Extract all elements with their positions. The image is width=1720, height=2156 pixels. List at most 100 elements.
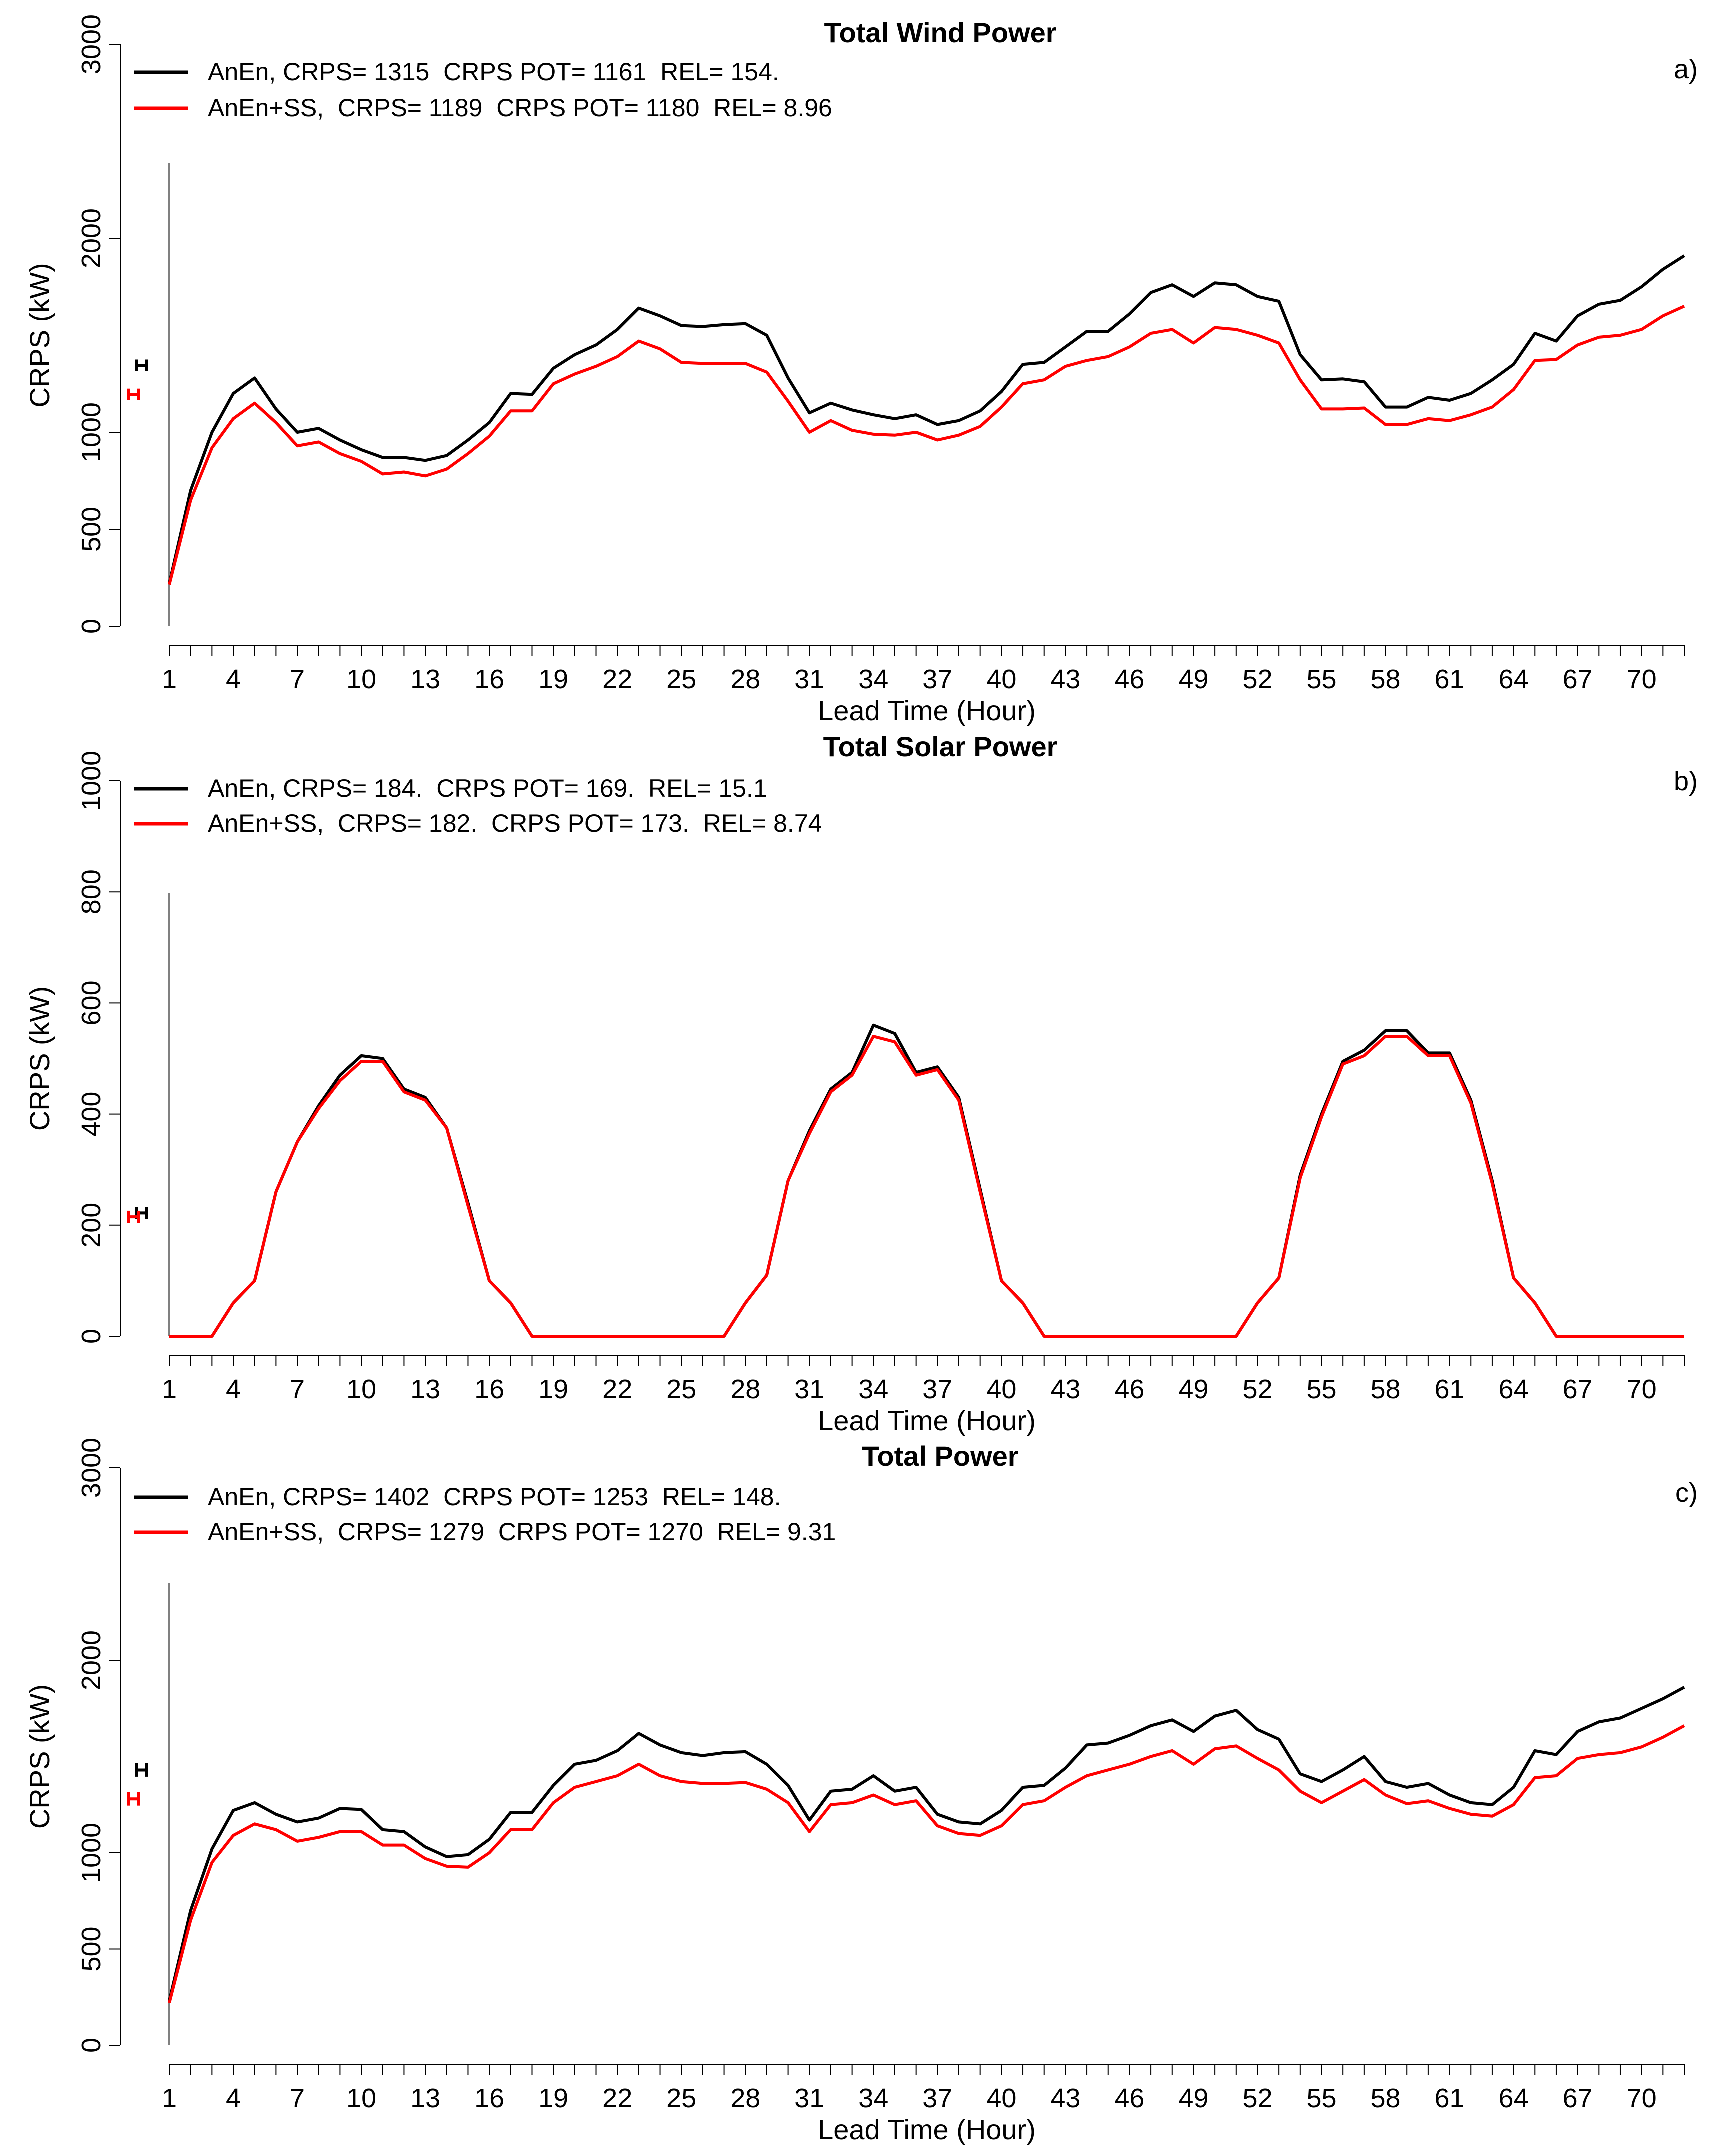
x-tick-label: 13 xyxy=(410,2083,440,2113)
x-tick-label: 64 xyxy=(1499,2083,1529,2113)
x-tick-label: 49 xyxy=(1178,1374,1208,1404)
x-tick-label: 49 xyxy=(1178,2083,1208,2113)
x-tick-label: 58 xyxy=(1370,2083,1400,2113)
x-tick-label: 61 xyxy=(1435,664,1465,694)
error-bar xyxy=(127,1792,140,1806)
x-tick-label: 31 xyxy=(794,2083,824,2113)
error-bar xyxy=(135,359,148,371)
y-axis-label: CRPS (kW) xyxy=(24,1684,55,1829)
x-tick-label: 16 xyxy=(474,1374,504,1404)
x-tick-label: 28 xyxy=(730,1374,760,1404)
error-bar xyxy=(127,388,140,400)
x-axis-label: Lead Time (Hour) xyxy=(818,1405,1036,1436)
y-tick-label: 400 xyxy=(76,1092,106,1137)
y-tick-label: 1000 xyxy=(76,751,106,811)
x-tick-label: 13 xyxy=(410,664,440,694)
x-tick-label: 52 xyxy=(1242,664,1272,694)
y-tick-label: 2000 xyxy=(76,1630,106,1690)
series-line xyxy=(168,254,1685,584)
x-tick-label: 43 xyxy=(1050,664,1080,694)
y-tick-label: 600 xyxy=(76,980,106,1025)
x-tick-label: 43 xyxy=(1050,2083,1080,2113)
y-axis-label: CRPS (kW) xyxy=(24,263,55,407)
legend-entry: AnEn, CRPS= 184. CRPS POT= 169. REL= 15.… xyxy=(208,774,767,802)
x-tick-label: 61 xyxy=(1435,2083,1465,2113)
x-tick-label: 7 xyxy=(290,1374,305,1404)
x-tick-label: 37 xyxy=(922,2083,952,2113)
x-tick-label: 1 xyxy=(162,1374,177,1404)
legend-entry: AnEn, CRPS= 1402 CRPS POT= 1253 REL= 148… xyxy=(208,1483,781,1511)
x-tick-label: 34 xyxy=(858,664,888,694)
x-tick-label: 31 xyxy=(794,1374,824,1404)
y-tick-label: 0 xyxy=(76,2038,106,2053)
panel-label: c) xyxy=(1675,1478,1698,1508)
y-tick-label: 1000 xyxy=(76,1823,106,1883)
x-tick-label: 52 xyxy=(1242,2083,1272,2113)
x-tick-label: 1 xyxy=(162,2083,177,2113)
x-tick-label: 19 xyxy=(538,664,568,694)
x-tick-label: 7 xyxy=(290,664,305,694)
legend-entry: AnEn+SS, CRPS= 1279 CRPS POT= 1270 REL= … xyxy=(208,1518,836,1546)
x-tick-label: 22 xyxy=(602,2083,632,2113)
x-tick-label: 25 xyxy=(666,1374,696,1404)
y-tick-label: 2000 xyxy=(76,208,106,268)
x-tick-label: 4 xyxy=(226,2083,241,2113)
x-tick-label: 13 xyxy=(410,1374,440,1404)
y-tick-label: 0 xyxy=(76,619,106,634)
x-tick-label: 25 xyxy=(666,664,696,694)
x-tick-label: 40 xyxy=(986,664,1016,694)
x-tick-label: 34 xyxy=(858,2083,888,2113)
error-bar xyxy=(135,1763,148,1777)
x-tick-label: 4 xyxy=(226,1374,241,1404)
x-tick-label: 34 xyxy=(858,1374,888,1404)
chart-title: Total Solar Power xyxy=(823,731,1058,762)
error-bar xyxy=(127,1210,140,1223)
x-tick-label: 28 xyxy=(730,664,760,694)
x-tick-label: 25 xyxy=(666,2083,696,2113)
panel-a: Total Wind Power a) AnEn, CRPS= 1315 CRPS … xyxy=(24,14,1698,726)
series-line xyxy=(169,1035,1684,1338)
x-tick-label: 19 xyxy=(538,1374,568,1404)
x-tick-label: 40 xyxy=(986,2083,1016,2113)
x-tick-label: 31 xyxy=(794,664,824,694)
x-tick-label: 58 xyxy=(1370,664,1400,694)
x-tick-label: 10 xyxy=(346,1374,376,1404)
x-tick-label: 67 xyxy=(1563,664,1593,694)
chart-title: Total Wind Power xyxy=(824,17,1056,48)
x-tick-label: 49 xyxy=(1178,664,1208,694)
x-tick-label: 61 xyxy=(1435,1374,1465,1404)
x-tick-label: 16 xyxy=(474,664,504,694)
x-tick-label: 10 xyxy=(346,664,376,694)
panel-b: Total Solar Power b) AnEn, CRPS= 184. CRPS… xyxy=(24,731,1698,1436)
x-tick-label: 22 xyxy=(602,664,632,694)
x-tick-label: 52 xyxy=(1242,1374,1272,1404)
panel-c: Total Power c) AnEn, CRPS= 1402 CRPS POT= … xyxy=(24,1438,1698,2145)
x-axis-label: Lead Time (Hour) xyxy=(818,695,1036,726)
y-tick-label: 200 xyxy=(76,1203,106,1248)
y-tick-label: 3000 xyxy=(76,1438,106,1498)
y-axis-label: CRPS (kW) xyxy=(24,986,55,1131)
y-tick-label: 3000 xyxy=(76,14,106,74)
x-axis-label: Lead Time (Hour) xyxy=(818,2114,1036,2145)
x-tick-label: 70 xyxy=(1627,2083,1657,2113)
x-tick-label: 43 xyxy=(1050,1374,1080,1404)
series-line xyxy=(169,1023,1684,1338)
y-tick-label: 500 xyxy=(76,1926,106,1971)
chart-title: Total Power xyxy=(862,1440,1018,1472)
y-tick-label: 800 xyxy=(76,869,106,914)
x-tick-label: 55 xyxy=(1306,1374,1336,1404)
x-tick-label: 4 xyxy=(226,664,241,694)
x-tick-label: 37 xyxy=(922,1374,952,1404)
legend-entry: AnEn+SS, CRPS= 1189 CRPS POT= 1180 REL= … xyxy=(208,94,832,122)
x-tick-label: 55 xyxy=(1306,2083,1336,2113)
x-tick-label: 37 xyxy=(922,664,952,694)
panel-label: a) xyxy=(1674,54,1698,84)
x-tick-label: 70 xyxy=(1627,664,1657,694)
panel-label: b) xyxy=(1674,766,1698,796)
x-tick-label: 19 xyxy=(538,2083,568,2113)
legend-entry: AnEn, CRPS= 1315 CRPS POT= 1161 REL= 154… xyxy=(208,58,779,86)
y-tick-label: 0 xyxy=(76,1329,106,1344)
x-tick-label: 28 xyxy=(730,2083,760,2113)
series-line xyxy=(168,1724,1685,2004)
